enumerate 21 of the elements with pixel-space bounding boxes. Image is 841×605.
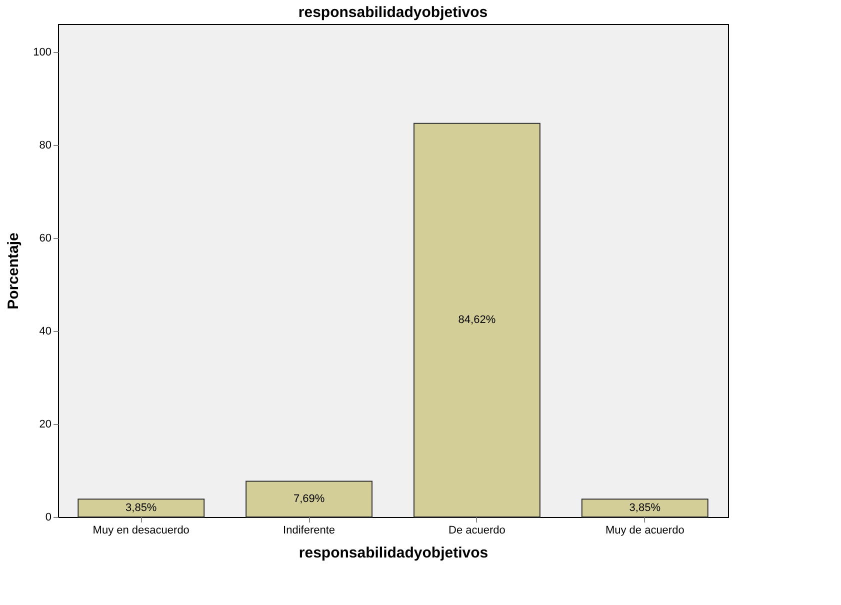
x-axis-title: responsabilidadyobjetivos [298, 544, 488, 562]
data-label: 7,69% [293, 493, 325, 506]
y-tick-label: 20 [39, 418, 52, 430]
data-label: 84,62% [458, 314, 496, 326]
x-tick-label: Muy de acuerdo [605, 524, 684, 536]
y-tick-label: 80 [39, 139, 52, 152]
x-tick-label: Muy en desacuerdo [92, 524, 190, 536]
bar [413, 122, 540, 518]
data-label: 3,85% [126, 502, 157, 514]
y-axis-title: Porcentaje [5, 232, 22, 310]
x-tick-label: Indiferente [283, 524, 336, 536]
y-tick-label: 60 [39, 232, 52, 244]
data-label: 3,85% [629, 502, 661, 514]
bar [78, 498, 205, 518]
x-tick-label: De acuerdo [448, 524, 506, 536]
bar [246, 480, 373, 518]
chart-title: responsabilidadyobjetivos [298, 4, 488, 21]
y-tick-label: 100 [33, 46, 52, 58]
y-tick-label: 0 [45, 512, 52, 524]
y-tick-label: 40 [39, 325, 52, 338]
bar [581, 498, 708, 518]
